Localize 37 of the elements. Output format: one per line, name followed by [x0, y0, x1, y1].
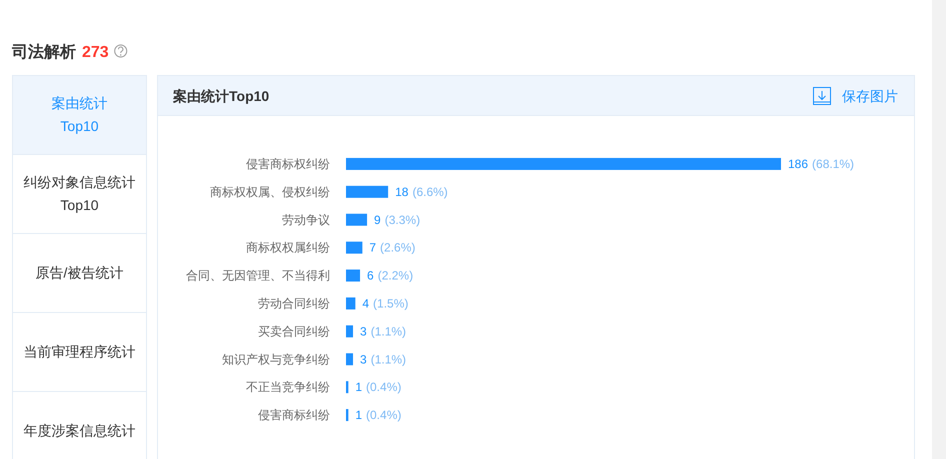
- text: 273: [82, 44, 109, 61]
- data-label: 1 (0.4%): [355, 408, 402, 422]
- bar: [346, 325, 354, 338]
- data-label: 3 (1.1%): [360, 352, 406, 366]
- bar: [346, 158, 781, 170]
- text: 当前审理程序统计: [24, 344, 136, 360]
- data-label: 7 (2.6%): [369, 240, 416, 255]
- text: 年度涉案信息统计: [24, 422, 136, 438]
- y-tick-label: 商标权权属、侵权纠纷: [210, 184, 330, 199]
- bar: [346, 353, 354, 366]
- y-tick-label: 侵害商标权纠纷: [246, 156, 330, 171]
- y-tick-label: 买卖合同纠纷: [258, 324, 330, 338]
- y-tick-label: 劳动争议: [282, 212, 330, 227]
- bar: [346, 270, 360, 282]
- bar: [346, 214, 368, 226]
- y-tick-label: 劳动合同纠纷: [258, 296, 330, 310]
- text: 纠纷对象信息统计 Top10: [24, 174, 136, 213]
- data-label: 1 (0.4%): [355, 380, 402, 394]
- data-label: 6 (2.2%): [367, 268, 414, 283]
- y-tick-label: 侵害商标纠纷: [258, 408, 330, 422]
- bar: [346, 297, 356, 310]
- text: 司法解析: [11, 43, 76, 61]
- y-tick-label: 知识产权与竞争纠纷: [222, 352, 330, 366]
- text: 原告/被告统计: [36, 264, 124, 280]
- bar: [346, 242, 362, 254]
- text: 案由统计Top10: [172, 88, 270, 104]
- y-tick-label: 不正当竞争纠纷: [246, 380, 330, 394]
- data-label: 3 (1.1%): [360, 324, 406, 338]
- bar: [346, 186, 388, 198]
- data-label: 4 (1.5%): [362, 296, 408, 310]
- text: 保存图片: [842, 88, 898, 104]
- data-label: 9 (3.3%): [374, 212, 420, 227]
- text: 案由统计 Top10: [52, 95, 108, 134]
- data-label: 186 (68.1%): [788, 156, 854, 171]
- y-tick-label: 合同、无因管理、不当得利: [186, 268, 330, 283]
- data-label: 18 (6.6%): [395, 184, 448, 199]
- y-tick-label: 商标权权属纠纷: [246, 240, 330, 255]
